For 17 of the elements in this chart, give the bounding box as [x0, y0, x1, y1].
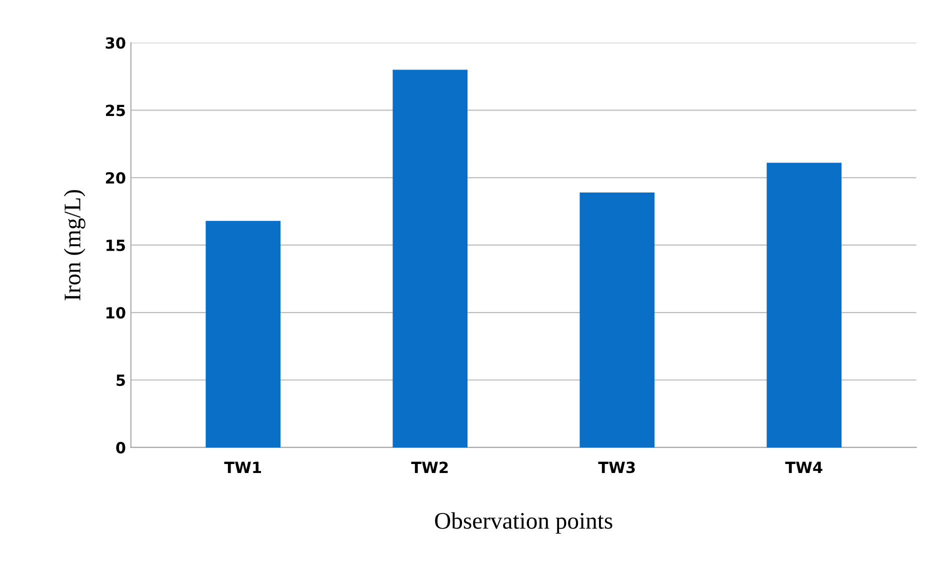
bar	[580, 192, 654, 448]
x-tick-label: TW1	[224, 462, 261, 473]
y-tick-label: 10	[106, 307, 126, 319]
x-tick-label: TW2	[411, 462, 448, 473]
y-axis-title: Iron (mg/L)	[64, 190, 86, 300]
y-tick-label: 15	[106, 240, 125, 252]
x-tick-label: TW4	[785, 462, 822, 473]
bar	[392, 70, 468, 448]
x-tick-label: TW3	[598, 462, 635, 474]
bar	[766, 162, 842, 448]
y-tick-label: 25	[106, 104, 125, 116]
y-tick-label: 20	[106, 172, 126, 184]
y-tick-label: 0	[116, 442, 126, 454]
bar	[206, 220, 280, 448]
y-tick-label: 30	[106, 37, 126, 49]
x-axis-title: Observation points	[435, 512, 612, 534]
y-tick-label: 5	[116, 374, 125, 386]
